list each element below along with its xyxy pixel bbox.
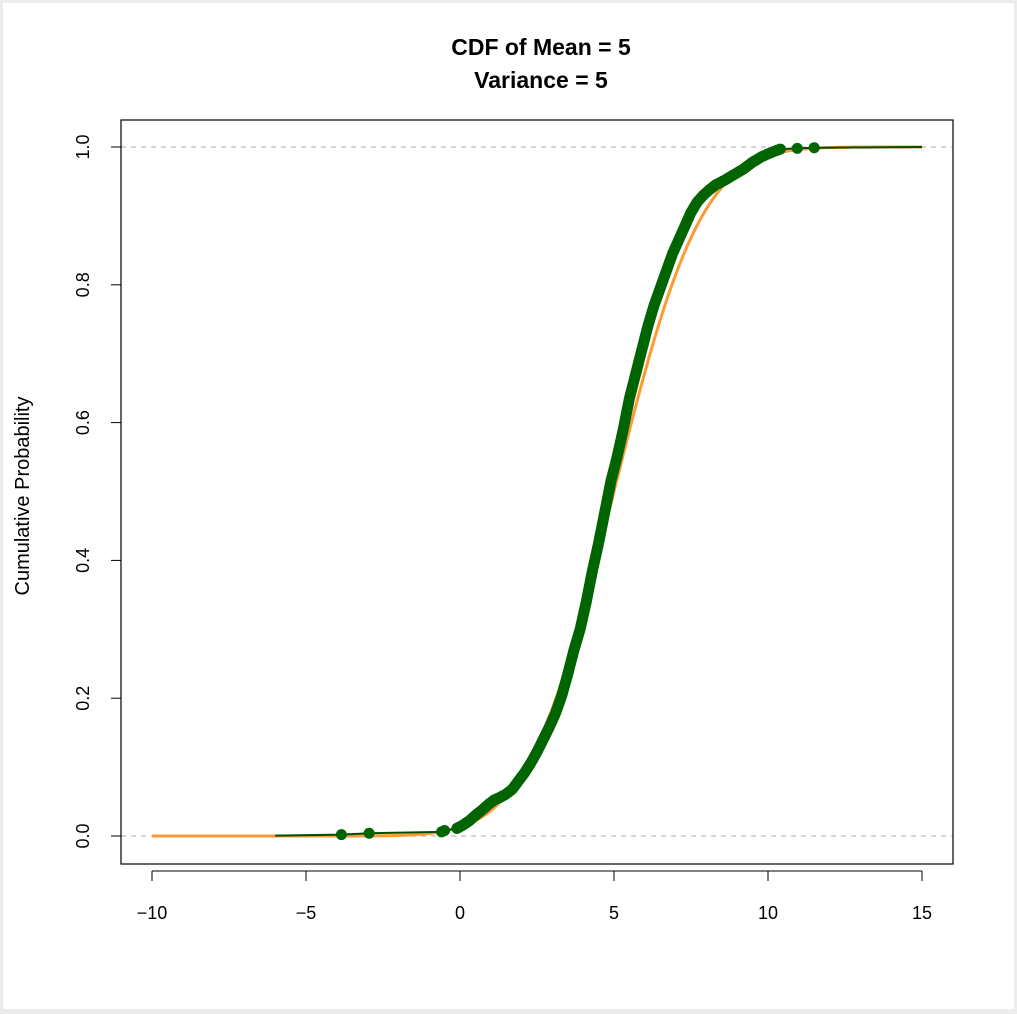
empirical-cdf-line bbox=[275, 146, 923, 837]
x-axis: −10 −5 0 5 10 15 bbox=[137, 870, 932, 923]
empirical-cdf-points bbox=[335, 142, 820, 841]
y-tick-label: 0.2 bbox=[73, 686, 93, 711]
x-tick-label: 15 bbox=[912, 903, 932, 923]
y-axis: 0.0 0.2 0.4 0.6 0.8 1.0 bbox=[73, 134, 122, 849]
ecdf-point bbox=[791, 142, 803, 154]
x-tick-label: 5 bbox=[609, 903, 619, 923]
x-tick-label: −5 bbox=[296, 903, 317, 923]
ecdf-point bbox=[439, 824, 451, 836]
ecdf-point bbox=[363, 827, 375, 839]
ecdf-point bbox=[808, 142, 820, 154]
theoretical-cdf-curve bbox=[152, 145, 922, 838]
ecdf-point bbox=[335, 829, 347, 841]
cdf-chart: CDF of Mean = 5 Variance = 5 Cumulative … bbox=[12, 34, 954, 923]
x-tick-label: 0 bbox=[455, 903, 465, 923]
chart-title-line2: Variance = 5 bbox=[474, 67, 608, 93]
y-tick-label: 0.4 bbox=[73, 548, 93, 573]
ecdf-point bbox=[772, 144, 784, 156]
y-tick-label: 0.6 bbox=[73, 410, 93, 435]
y-tick-label: 0.8 bbox=[73, 272, 93, 297]
x-tick-label: 10 bbox=[758, 903, 778, 923]
plot-window: CDF of Mean = 5 Variance = 5 Cumulative … bbox=[3, 3, 1014, 1009]
x-tick-label: −10 bbox=[137, 903, 168, 923]
reference-lines bbox=[121, 146, 953, 837]
y-tick-label: 0.0 bbox=[73, 823, 93, 848]
chart-title-line1: CDF of Mean = 5 bbox=[451, 34, 631, 60]
y-axis-label: Cumulative Probability bbox=[12, 397, 34, 596]
y-tick-label: 1.0 bbox=[73, 134, 93, 159]
